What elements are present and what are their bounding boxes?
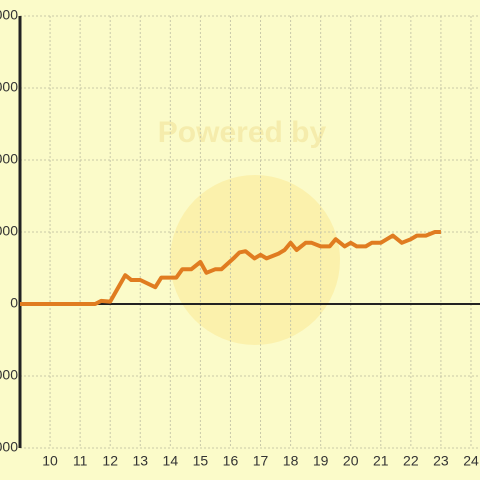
y-tick-label: 6,000 <box>0 151 18 167</box>
y-tick-label: 9,000 <box>0 79 18 95</box>
x-tick-label: 19 <box>313 453 329 469</box>
x-tick-label: 23 <box>433 453 449 469</box>
x-tick-label: 11 <box>73 453 88 469</box>
y-tick-label: -6,000 <box>0 439 18 455</box>
y-tick-label: 3,000 <box>0 223 18 239</box>
data-line <box>20 230 441 306</box>
x-tick-label: 21 <box>373 453 389 469</box>
x-tick-label: 20 <box>343 453 359 469</box>
x-tick-label: 14 <box>163 453 179 469</box>
x-tick-label: 10 <box>42 453 58 469</box>
y-tick-label: 0 <box>10 295 18 311</box>
y-tick-label: 12,000 <box>0 7 18 23</box>
watermark: Powered by <box>158 116 327 149</box>
x-tick-label: 12 <box>102 453 118 469</box>
x-tick-label: 17 <box>253 453 269 469</box>
x-tick-label: 13 <box>132 453 148 469</box>
y-tick-label: -3,000 <box>0 367 18 383</box>
x-tick-label: 24 <box>463 453 479 469</box>
x-tick-label: 22 <box>403 453 419 469</box>
x-tick-label: 18 <box>283 453 299 469</box>
x-tick-label: 15 <box>193 453 209 469</box>
x-tick-label: 16 <box>223 453 239 469</box>
